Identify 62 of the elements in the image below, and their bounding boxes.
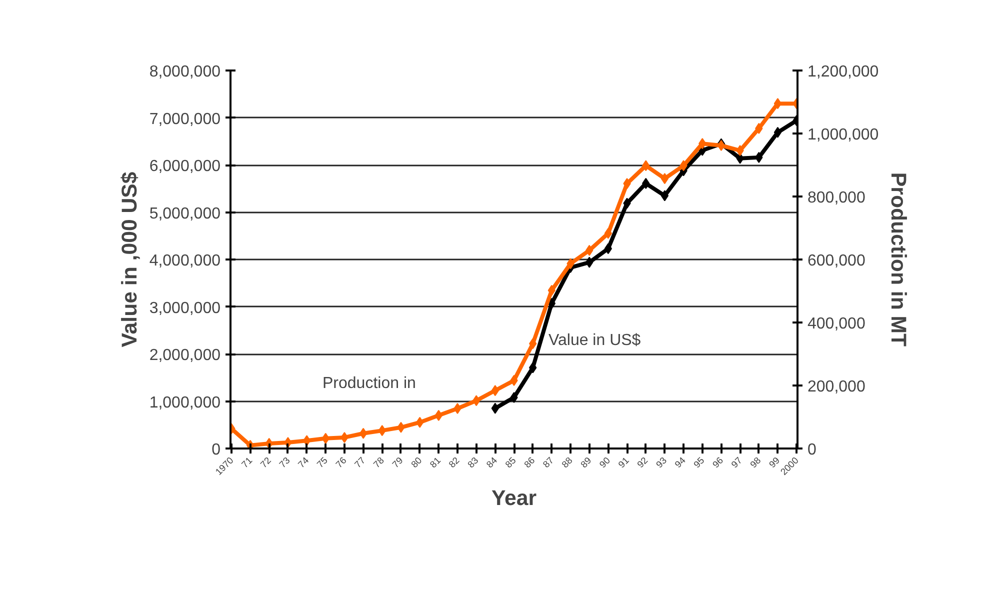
y-tick-label: 4,000,000	[149, 252, 221, 270]
y-tick-label: 7,000,000	[149, 110, 221, 128]
x-tick-label: 96	[710, 455, 726, 470]
x-tick-label: 85	[503, 455, 518, 470]
x-tick-label: 97	[730, 455, 744, 470]
y-tick-label: 3,000,000	[149, 300, 221, 317]
x-tick-label: 75	[315, 455, 330, 470]
y2-tick-label: 200,000	[808, 378, 866, 396]
point	[660, 173, 669, 184]
y2-tick-label: 800,000	[808, 190, 866, 206]
x-tick-label: 89	[578, 455, 594, 470]
y2-tick-label: 400,000	[808, 316, 866, 332]
y2-tick-label: 0	[808, 442, 816, 458]
x-tick-label: 99	[767, 455, 782, 470]
y-tick-label: 2,000,000	[149, 347, 221, 364]
x-tick-label: 77	[352, 455, 368, 470]
x-tick-label: 82	[446, 455, 462, 470]
x-tick-label: 80	[409, 455, 424, 470]
point	[660, 190, 669, 202]
x-tick-label: 95	[692, 455, 706, 470]
y2-tick-label: 1,200,000	[808, 64, 879, 80]
point	[416, 416, 424, 428]
point	[774, 126, 782, 138]
y-tick-label: 8,000,000	[149, 64, 221, 80]
x-tick-label: 93	[654, 455, 669, 470]
x-tick-label: 71	[240, 455, 254, 470]
point	[548, 284, 556, 296]
x-tick-label: 88	[560, 455, 574, 470]
x-tick-label: 76	[334, 455, 348, 470]
x-tick-label: 74	[296, 455, 311, 470]
x-tick-label: 86	[522, 455, 537, 470]
point	[548, 298, 556, 309]
x-tick-label: 87	[541, 455, 556, 470]
x-tick-label: 94	[673, 455, 688, 470]
x-tick-label: 83	[466, 455, 480, 470]
x-tick-label: 90	[598, 455, 612, 470]
x-tick-label: 84	[484, 455, 500, 470]
point	[359, 428, 368, 439]
y-tick-label: 1,000,000	[149, 394, 221, 412]
x-tick-label: 98	[748, 455, 763, 470]
y2-tick-label: 1,000,000	[808, 126, 879, 144]
y-tick-label: 5,000,000	[149, 205, 221, 222]
point	[472, 395, 480, 406]
x-tick-label: 73	[277, 455, 292, 470]
x-axis-title: Year	[491, 486, 537, 510]
x-tick-label: 78	[372, 455, 386, 470]
x-tick-label: 91	[616, 455, 631, 470]
point	[302, 435, 311, 446]
x-tick-label: 79	[390, 455, 405, 470]
annotation: Production in	[322, 375, 416, 392]
x-tick-label: 72	[258, 455, 274, 470]
y-tick-label: 0	[212, 442, 221, 458]
point	[604, 228, 612, 239]
y2-tick-label: 600,000	[808, 252, 866, 270]
y-axis-title: Value in ,000 US$	[117, 172, 142, 348]
y2-axis-title: Production in MT	[886, 172, 911, 347]
annotation: Value in US$	[548, 332, 641, 349]
point	[774, 98, 782, 110]
point	[604, 243, 612, 254]
x-tick-label: 92	[635, 455, 650, 470]
y-tick-label: 6,000,000	[149, 158, 221, 175]
x-tick-label: 81	[428, 455, 443, 470]
